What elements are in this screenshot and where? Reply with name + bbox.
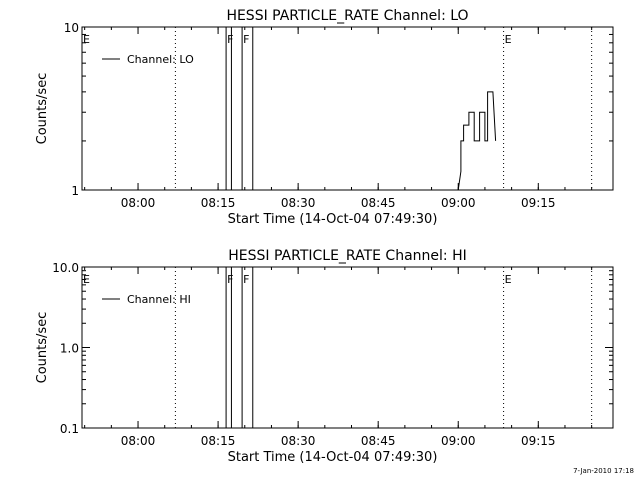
x-tick-label: 08:45 [361, 196, 396, 210]
x-tick-label: 09:00 [441, 196, 476, 210]
series-line [457, 91, 497, 191]
x-tick-label: 09:15 [521, 434, 556, 448]
event-marker-label: E [83, 33, 90, 46]
x-tick-label: 08:15 [201, 196, 236, 210]
event-marker-label: E [83, 273, 90, 286]
y-tick-label: 1.0 [60, 342, 79, 356]
x-tick-label: 08:00 [121, 434, 156, 448]
event-marker-label: F [243, 273, 249, 286]
y-axis-label: Counts/sec [35, 73, 50, 145]
x-tick-label: 09:00 [441, 434, 476, 448]
x-tick-label: 08:00 [121, 196, 156, 210]
x-tick-label: 08:45 [361, 434, 396, 448]
x-tick-label: 09:15 [521, 196, 556, 210]
x-tick-label: 08:30 [281, 196, 316, 210]
y-axis-label: Counts/sec [35, 312, 50, 384]
x-axis-label: Start Time (14-Oct-04 07:49:30) [228, 212, 438, 227]
timestamp-label: 7-Jan-2010 17:18 [573, 467, 634, 475]
event-marker-label: E [505, 33, 512, 46]
chart-title: HESSI PARTICLE_RATE Channel: HI [228, 248, 466, 264]
event-marker-label: E [505, 273, 512, 286]
chart-panel-1: HESSI PARTICLE_RATE Channel: LO 08:00 08:1… [35, 8, 614, 227]
y-tick-label: 10 [64, 21, 79, 35]
x-tick-label: 08:30 [281, 434, 316, 448]
legend-label: Channel: LO [127, 53, 194, 66]
chart-title: HESSI PARTICLE_RATE Channel: LO [226, 8, 468, 24]
event-marker-label: F [243, 33, 249, 46]
plot-frame [81, 266, 614, 429]
x-axis-label: Start Time (14-Oct-04 07:49:30) [228, 450, 438, 465]
legend-label: Channel: HI [127, 293, 191, 306]
y-tick-label: 10.0 [52, 261, 79, 275]
y-tick-label: 0.1 [60, 422, 79, 436]
x-tick-label: 08:15 [201, 434, 236, 448]
event-marker-label: F [227, 273, 233, 286]
plot-frame [81, 26, 614, 191]
event-marker-label: F [227, 33, 233, 46]
chart-panel-2: HESSI PARTICLE_RATE Channel: HI 08:00 08:1… [35, 248, 614, 465]
y-tick-label: 1 [71, 184, 79, 198]
